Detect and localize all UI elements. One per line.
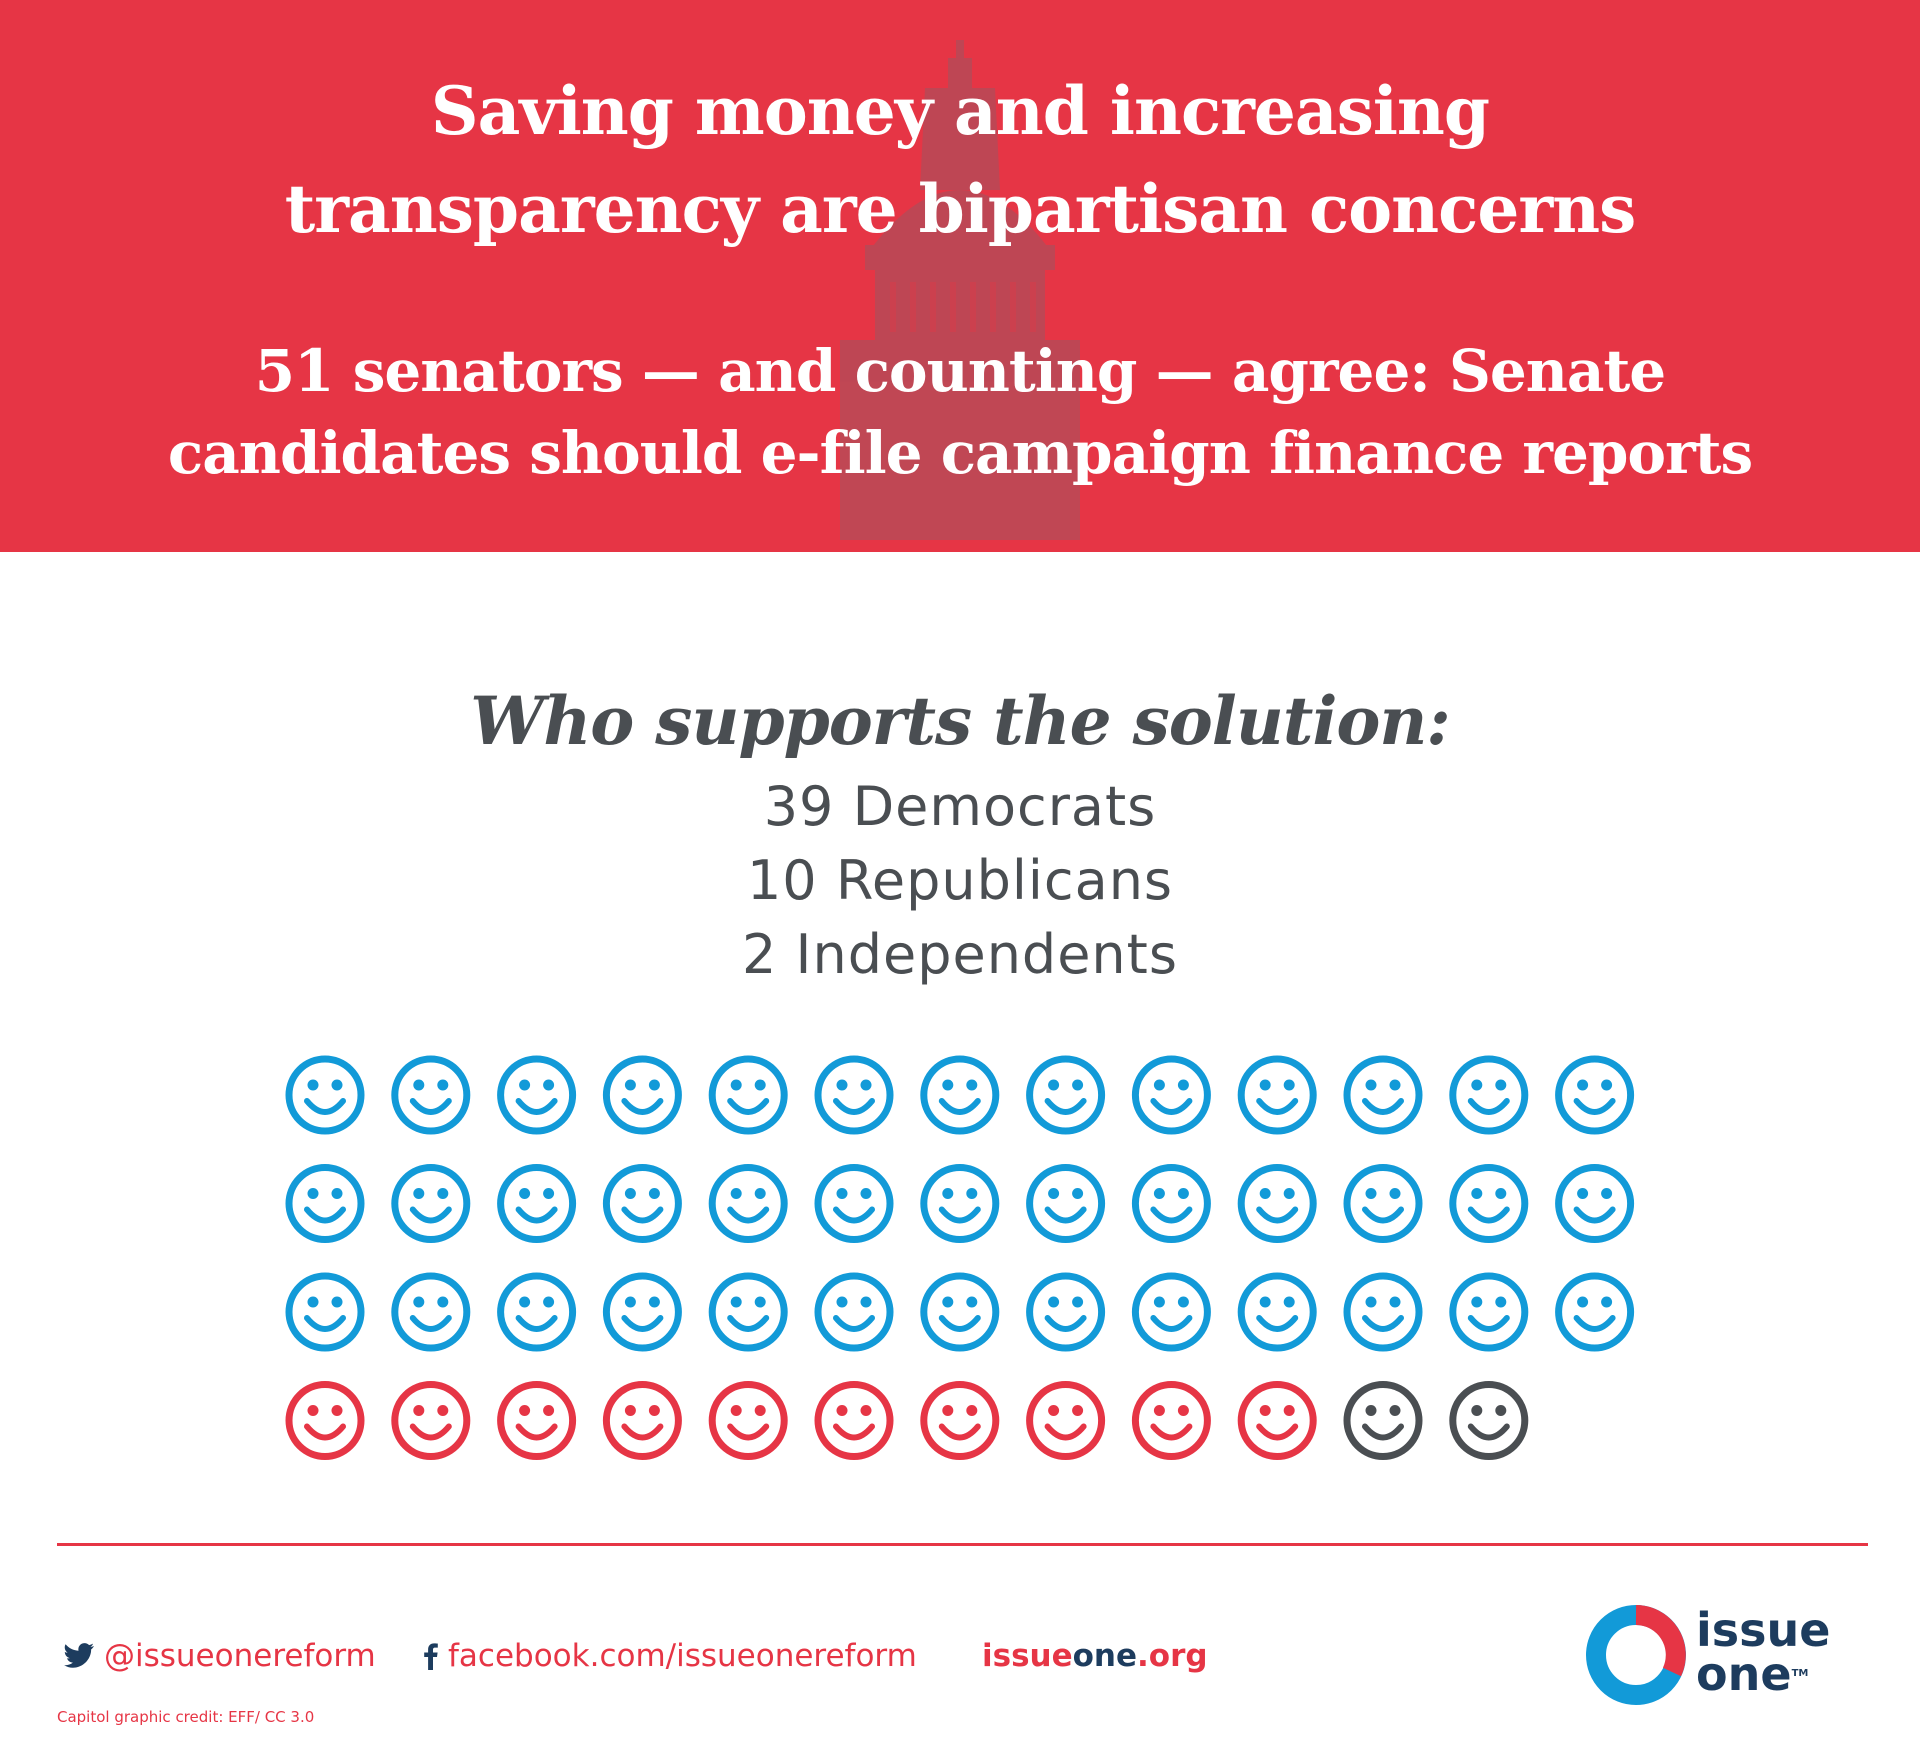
party-breakdown: 39 Democrats 10 Republicans 2 Independen… xyxy=(0,770,1920,992)
issue-one-logo-icon xyxy=(1586,1605,1686,1705)
logo-word-one: oneTM xyxy=(1696,1651,1830,1697)
smiley-face-icon xyxy=(1237,1164,1317,1243)
subheadline-line-2: candidates should e-file campaign financ… xyxy=(167,419,1753,487)
party-republicans: 10 Republicans xyxy=(746,849,1174,912)
smiley-face-icon xyxy=(1449,1055,1529,1135)
smiley-face-icon xyxy=(814,1381,894,1460)
smiley-face-icon xyxy=(1343,1272,1423,1352)
footer: @issueonereform facebook.com/issueoneref… xyxy=(0,1600,1920,1710)
website-link[interactable]: issue one .org xyxy=(982,1638,1208,1674)
smiley-face-icon xyxy=(285,1164,365,1243)
smiley-face-icon xyxy=(814,1164,894,1243)
party-democrats: 39 Democrats xyxy=(763,775,1157,838)
smiley-face-icon xyxy=(708,1164,788,1243)
website-part-one: one xyxy=(1072,1638,1138,1674)
logo-word-one-text: one xyxy=(1696,1647,1792,1701)
smiley-face-icon xyxy=(1131,1272,1211,1352)
smiley-face-icon xyxy=(602,1381,682,1460)
smiley-face-icon xyxy=(1237,1055,1317,1135)
smiley-face-icon xyxy=(391,1164,471,1243)
smiley-face-icon xyxy=(920,1381,1000,1460)
smiley-face-icon xyxy=(602,1272,682,1352)
smiley-face-icon xyxy=(391,1055,471,1135)
trademark-mark: TM xyxy=(1791,1668,1809,1679)
smiley-face-icon xyxy=(1026,1381,1106,1460)
smiley-face-icon xyxy=(1131,1055,1211,1135)
twitter-handle: @issueonereform xyxy=(104,1638,376,1674)
smiley-face-icon xyxy=(708,1055,788,1135)
smiley-face-icon xyxy=(285,1055,365,1135)
smiley-face-icon xyxy=(1343,1381,1423,1460)
twitter-link[interactable]: @issueonereform xyxy=(64,1638,376,1674)
party-independents: 2 Independents xyxy=(742,923,1178,986)
headline-line-1: Saving money and increasing xyxy=(430,72,1490,150)
smiley-face-icon xyxy=(497,1381,577,1460)
smiley-face-icon xyxy=(1237,1272,1317,1352)
smiley-face-icon xyxy=(391,1381,471,1460)
facebook-url: facebook.com/issueonereform xyxy=(448,1638,917,1674)
smiley-face-icon xyxy=(285,1272,365,1352)
smiley-face-icon xyxy=(708,1381,788,1460)
smiley-face-icon xyxy=(1449,1164,1529,1243)
smiley-face-icon xyxy=(708,1272,788,1352)
smiley-face-icon xyxy=(1449,1272,1529,1352)
subheadline: 51 senators — and counting — agree: Sena… xyxy=(0,330,1920,494)
smiley-face-icon xyxy=(1343,1055,1423,1135)
website-part-issue: issue xyxy=(982,1638,1073,1674)
facebook-link[interactable]: facebook.com/issueonereform xyxy=(424,1638,917,1674)
facebook-f-icon xyxy=(424,1643,438,1670)
smiley-face-icon xyxy=(602,1164,682,1243)
smiley-face-icon xyxy=(1026,1055,1106,1135)
smiley-face-icon xyxy=(1555,1164,1635,1243)
smiley-face-icon xyxy=(391,1272,471,1352)
smiley-face-icon xyxy=(1131,1164,1211,1243)
headline-line-2: transparency are bipartisan concerns xyxy=(284,170,1636,248)
smiley-face-icon xyxy=(1026,1164,1106,1243)
supporters-title: Who supports the solution: xyxy=(470,682,1451,760)
smiley-face-icon xyxy=(1555,1272,1635,1352)
smiley-face-icon xyxy=(1449,1381,1529,1460)
twitter-bird-icon xyxy=(64,1643,94,1668)
smiley-face-icon xyxy=(497,1272,577,1352)
smiley-face-icon xyxy=(814,1272,894,1352)
subheadline-line-1: 51 senators — and counting — agree: Sena… xyxy=(254,337,1666,405)
smiley-face-icon xyxy=(920,1055,1000,1135)
smiley-face-icon xyxy=(1237,1381,1317,1460)
smiley-face-icon xyxy=(497,1055,577,1135)
smiley-face-icon xyxy=(497,1164,577,1243)
header-banner: Saving money and increasing transparency… xyxy=(0,0,1920,552)
image-credit: Capitol graphic credit: EFF/ CC 3.0 xyxy=(57,1708,315,1726)
smiley-face-icon xyxy=(920,1164,1000,1243)
smiley-face-icon xyxy=(1026,1272,1106,1352)
website-part-org: .org xyxy=(1137,1638,1208,1674)
smiley-face-icon xyxy=(602,1055,682,1135)
logo-word-issue: issue xyxy=(1696,1603,1831,1657)
headline: Saving money and increasing transparency… xyxy=(0,62,1920,258)
issue-one-logo-text: issue oneTM xyxy=(1696,1603,1831,1697)
smiley-face-icon xyxy=(1343,1164,1423,1243)
smiley-face-icon xyxy=(1131,1381,1211,1460)
smiley-face-icon xyxy=(1555,1055,1635,1135)
footer-divider xyxy=(57,1543,1868,1546)
smiley-face-icon xyxy=(920,1272,1000,1352)
capitol-dome-icon xyxy=(840,40,1080,540)
smiley-face-icon xyxy=(814,1055,894,1135)
smiley-face-icon xyxy=(285,1381,365,1460)
